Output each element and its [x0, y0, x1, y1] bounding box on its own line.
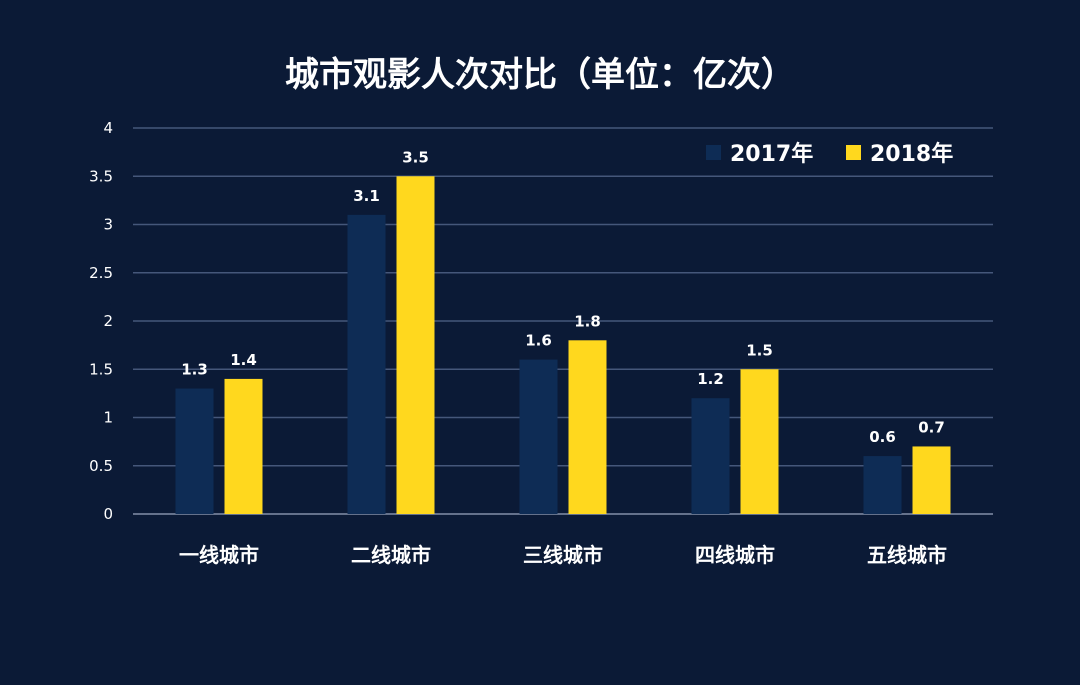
- x-axis-categories: 一线城市 二线城市 三线城市 四线城市 五线城市: [179, 543, 947, 567]
- category-label: 五线城市: [867, 543, 947, 567]
- y-tick-label: 2.5: [89, 264, 113, 282]
- category-label: 二线城市: [351, 543, 431, 567]
- y-tick-label: 0.5: [89, 457, 113, 475]
- legend-swatch-2017: [706, 145, 721, 160]
- bar-2018: [912, 446, 951, 514]
- chart-title: 城市观影人次对比（单位：亿次）: [285, 55, 795, 95]
- bar-2017: [347, 214, 386, 514]
- y-axis-ticks: 0 0.5 1 1.5 2 2.5 3 3.5 4: [89, 119, 113, 523]
- bar-2018: [224, 378, 263, 514]
- legend-label-2017: 2017年: [730, 141, 813, 167]
- bar-2018: [396, 176, 435, 514]
- category-label: 一线城市: [179, 543, 259, 567]
- data-label: 3.5: [402, 148, 429, 166]
- legend-swatch-2018: [846, 145, 861, 160]
- bar-2018: [568, 340, 607, 514]
- bar-2017: [175, 388, 214, 514]
- bar-2017: [863, 456, 902, 514]
- data-label: 3.1: [353, 187, 380, 205]
- y-tick-label: 3: [103, 216, 113, 234]
- data-label: 1.3: [181, 361, 208, 379]
- data-label: 1.6: [525, 332, 552, 350]
- data-label: 0.6: [869, 428, 896, 446]
- data-label: 1.8: [574, 312, 601, 330]
- y-tick-label: 0: [103, 505, 113, 523]
- y-tick-label: 1.5: [89, 360, 113, 378]
- gridlines: [133, 127, 993, 515]
- y-tick-label: 1: [103, 409, 113, 427]
- legend: 2017年 2018年: [706, 141, 953, 167]
- bars: [175, 176, 951, 514]
- data-label: 1.5: [746, 341, 773, 359]
- bar-2017: [519, 359, 558, 514]
- category-label: 三线城市: [523, 543, 603, 567]
- legend-label-2018: 2018年: [870, 141, 953, 167]
- category-label: 四线城市: [695, 543, 775, 567]
- bar-2017: [691, 398, 730, 514]
- y-tick-label: 3.5: [89, 167, 113, 185]
- data-label: 1.4: [230, 351, 257, 369]
- y-tick-label: 2: [103, 312, 113, 330]
- bar-2018: [740, 369, 779, 514]
- data-label: 1.2: [697, 370, 724, 388]
- data-labels: 1.3 1.4 3.1 3.5 1.6 1.8 1.2 1.5 0.6 0.7: [181, 148, 945, 446]
- data-label: 0.7: [918, 418, 945, 436]
- y-tick-label: 4: [103, 119, 113, 137]
